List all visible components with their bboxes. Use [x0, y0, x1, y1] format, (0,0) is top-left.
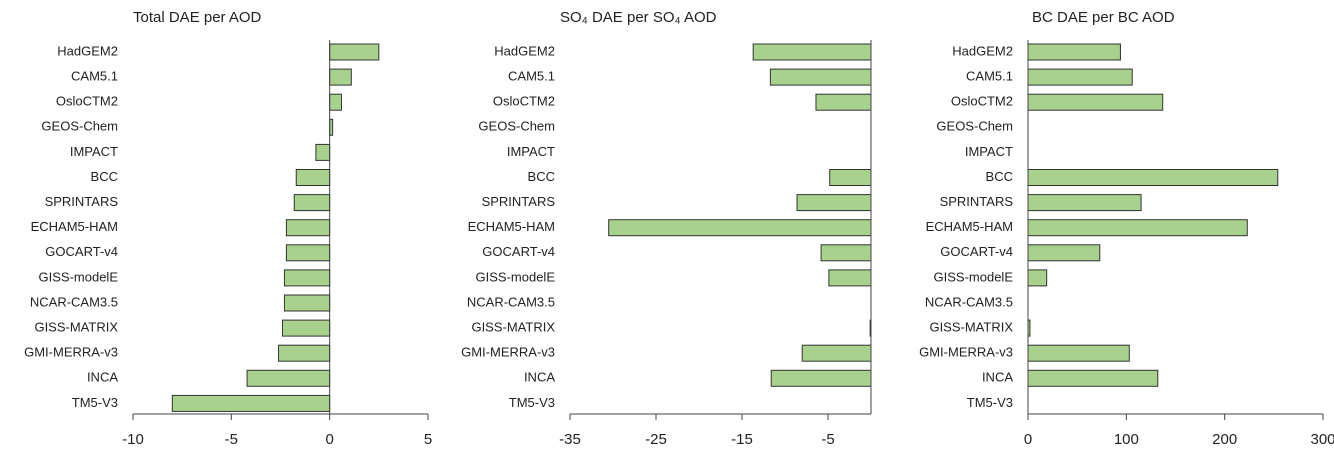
bar	[796, 194, 872, 212]
y-tick-label: ECHAM5-HAM	[468, 219, 555, 234]
y-tick-label: GISS-modelE	[476, 269, 556, 284]
x-tick-label: 0	[325, 431, 333, 448]
bar	[1027, 68, 1133, 86]
bar	[1027, 344, 1130, 362]
x-tick-label: -25	[645, 431, 667, 448]
bar	[315, 143, 331, 161]
y-tick-label: SPRINTARS	[482, 194, 556, 209]
y-tick-label: BCC	[528, 169, 555, 184]
bar	[820, 244, 872, 262]
y-tick-label: GMI-MERRA-v3	[919, 345, 1013, 360]
x-tick-label: -10	[122, 431, 144, 448]
bar	[829, 169, 872, 186]
y-tick-label: GOCART-v4	[482, 244, 555, 259]
bar	[295, 169, 331, 186]
chart-title: BC DAE per BC AOD	[1032, 9, 1175, 26]
y-tick-label: INCA	[87, 370, 118, 385]
bar	[608, 219, 872, 237]
y-tick-label: IMPACT	[70, 144, 118, 159]
bar	[752, 43, 872, 61]
bar	[329, 68, 352, 86]
x-tick-label: -35	[559, 431, 581, 448]
x-tick-label: -5	[225, 431, 238, 448]
y-tick-label: GOCART-v4	[45, 244, 118, 259]
y-tick-label: ECHAM5-HAM	[926, 219, 1013, 234]
bar	[828, 269, 872, 287]
x-tick-label: 300	[1310, 431, 1334, 448]
y-tick-label: HadGEM2	[494, 43, 555, 58]
y-tick-label: SPRINTARS	[940, 194, 1014, 209]
bar	[171, 394, 331, 412]
bar	[329, 43, 380, 61]
bar	[283, 294, 331, 312]
y-tick-label: TM5-V3	[509, 395, 555, 410]
y-tick-label: INCA	[524, 370, 555, 385]
bar	[815, 93, 872, 111]
bar	[1027, 219, 1248, 237]
y-tick-label: CAM5.1	[508, 69, 555, 84]
bar	[1027, 93, 1164, 111]
y-tick-label: CAM5.1	[966, 69, 1013, 84]
y-tick-label: NCAR-CAM3.5	[925, 294, 1013, 309]
bar	[1027, 169, 1279, 186]
y-tick-label: GEOS-Chem	[936, 119, 1013, 134]
bar	[1027, 369, 1159, 387]
x-tick-label: -15	[731, 431, 753, 448]
bar	[1027, 269, 1048, 287]
y-tick-label: GOCART-v4	[940, 244, 1013, 259]
y-tick-label: GISS-MATRIX	[929, 320, 1013, 335]
x-tick-label: 100	[1114, 431, 1139, 448]
y-tick-label: OsloCTM2	[56, 94, 118, 109]
bar	[285, 244, 331, 262]
bar	[293, 194, 331, 212]
y-tick-label: IMPACT	[507, 144, 555, 159]
bar	[285, 219, 331, 237]
y-tick-label: OsloCTM2	[951, 94, 1013, 109]
bar	[801, 344, 872, 362]
bar	[1027, 43, 1121, 61]
y-tick-label: TM5-V3	[72, 395, 118, 410]
y-tick-label: GISS-MATRIX	[471, 320, 555, 335]
y-tick-label: BCC	[986, 169, 1013, 184]
bar	[283, 269, 331, 287]
bar	[329, 93, 342, 111]
y-tick-label: NCAR-CAM3.5	[30, 294, 118, 309]
y-tick-label: SPRINTARS	[45, 194, 119, 209]
y-tick-label: INCA	[982, 370, 1013, 385]
y-tick-label: ECHAM5-HAM	[31, 219, 118, 234]
y-tick-label: CAM5.1	[71, 69, 118, 84]
y-tick-label: GEOS-Chem	[41, 119, 118, 134]
y-tick-label: TM5-V3	[967, 395, 1013, 410]
x-tick-label: 0	[1024, 431, 1032, 448]
y-tick-label: GMI-MERRA-v3	[461, 345, 555, 360]
y-tick-label: GISS-modelE	[934, 269, 1014, 284]
y-tick-label: GMI-MERRA-v3	[24, 345, 118, 360]
y-tick-label: NCAR-CAM3.5	[467, 294, 555, 309]
chart-title: Total DAE per AOD	[133, 9, 262, 26]
bar	[770, 369, 872, 387]
bar	[769, 68, 872, 86]
y-tick-label: HadGEM2	[952, 43, 1013, 58]
bar	[281, 319, 331, 337]
x-tick-label: -5	[821, 431, 834, 448]
x-tick-label: 200	[1212, 431, 1237, 448]
y-tick-label: HadGEM2	[57, 43, 118, 58]
bar	[246, 369, 331, 387]
y-tick-label: GISS-MATRIX	[34, 320, 118, 335]
y-tick-label: GISS-modelE	[39, 269, 119, 284]
y-tick-label: IMPACT	[965, 144, 1013, 159]
y-tick-label: GEOS-Chem	[478, 119, 555, 134]
bar	[1027, 194, 1142, 212]
y-tick-label: BCC	[91, 169, 118, 184]
y-tick-label: OsloCTM2	[493, 94, 555, 109]
bar	[278, 344, 331, 362]
chart-title: SO₄ DAE per SO₄ AOD	[560, 9, 717, 26]
x-tick-label: 5	[424, 431, 432, 448]
bar	[1027, 244, 1101, 262]
